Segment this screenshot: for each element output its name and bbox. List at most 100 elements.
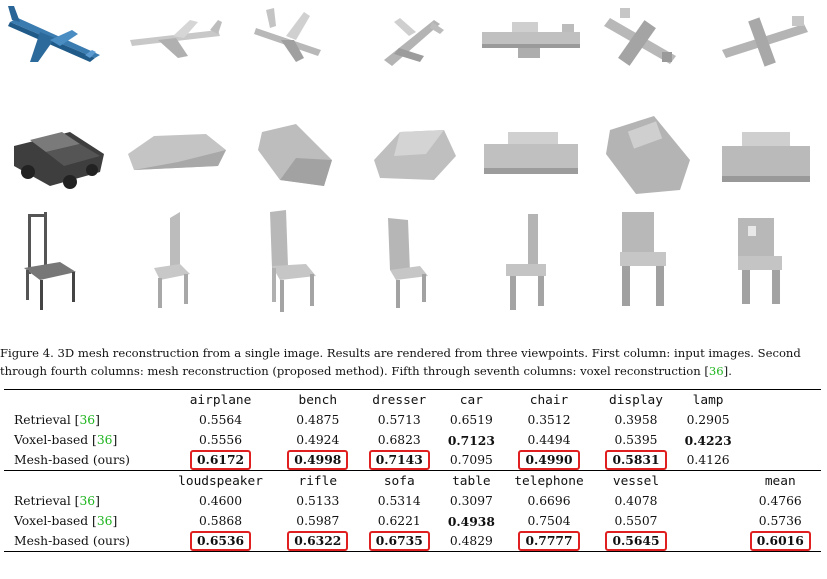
table-cell: 0.6735 bbox=[358, 531, 440, 552]
column-header: bench bbox=[277, 389, 359, 410]
table-cell: 0.5564 bbox=[199, 413, 243, 427]
table-cell: 0.4998 bbox=[277, 450, 359, 471]
input-image-chair bbox=[0, 208, 118, 320]
citation-link[interactable]: 36 bbox=[96, 433, 113, 447]
citation-link[interactable]: 36 bbox=[79, 494, 96, 508]
voxel-view-2-chair bbox=[590, 208, 708, 320]
column-header: dresser bbox=[358, 389, 440, 410]
table-cell bbox=[676, 531, 740, 552]
table-cell: 0.7777 bbox=[502, 531, 596, 552]
mesh-view-3-car bbox=[354, 110, 472, 210]
voxel-view-3-car bbox=[708, 110, 826, 210]
voxel-view-3-chair bbox=[708, 208, 826, 320]
table-cell: 0.5713 bbox=[377, 413, 421, 427]
mesh-view-1-car bbox=[118, 110, 236, 210]
caption-line-2: through fourth columns: mesh reconstruct… bbox=[0, 364, 732, 378]
table-cell: 0.5556 bbox=[199, 433, 243, 447]
column-header: sofa bbox=[383, 473, 415, 489]
voxel-view-1-airplane bbox=[472, 0, 590, 100]
table-cell: 0.6696 bbox=[527, 494, 571, 508]
table-row: Voxel-based [36] 0.5868 0.5987 0.6221 0.4938… bbox=[4, 511, 821, 531]
table-cell: 0.4938 bbox=[447, 513, 495, 529]
table-cell: 0.6519 bbox=[449, 413, 493, 427]
results-table: airplane bench dresser car chair display lamp R… bbox=[4, 389, 821, 552]
figure-caption: Figure 4. 3D mesh reconstruction from a … bbox=[0, 344, 827, 380]
voxel-view-2-car bbox=[590, 110, 708, 210]
voxel-view-1-car bbox=[472, 110, 590, 210]
voxel-view-2-airplane bbox=[590, 0, 708, 100]
voxel-view-3-airplane bbox=[708, 0, 826, 100]
column-header bbox=[4, 471, 164, 492]
table-cell: 0.4990 bbox=[502, 450, 596, 471]
table-cell: 0.7123 bbox=[447, 432, 495, 448]
row-label: Voxel-based [36] bbox=[14, 433, 118, 447]
table-cell bbox=[739, 430, 821, 450]
table-cell: 0.6823 bbox=[377, 433, 421, 447]
table-cell: 0.7504 bbox=[527, 514, 571, 528]
row-label: Retrieval [36] bbox=[14, 413, 100, 427]
table-cell: 0.5831 bbox=[595, 450, 677, 471]
row-label: Voxel-based [36] bbox=[14, 514, 118, 528]
table-cell: 0.5987 bbox=[296, 514, 340, 528]
citation-link[interactable]: 36 bbox=[708, 364, 724, 378]
mesh-view-2-chair bbox=[236, 208, 354, 320]
column-header bbox=[677, 471, 740, 492]
table-cell bbox=[677, 491, 740, 511]
table-cell: 0.5868 bbox=[199, 514, 243, 528]
table-cell: 0.5736 bbox=[758, 514, 802, 528]
input-image-airplane bbox=[0, 0, 118, 100]
table-cell: 0.5314 bbox=[377, 494, 421, 508]
table-cell: 0.6172 bbox=[164, 450, 278, 471]
citation-link[interactable]: 36 bbox=[96, 514, 113, 528]
table-cell: 0.3512 bbox=[527, 413, 571, 427]
table-header-row: loudspeaker rifle sofa table telephone vessel… bbox=[4, 471, 821, 492]
column-header bbox=[739, 389, 821, 410]
table-cell: 0.3958 bbox=[614, 413, 658, 427]
column-header: chair bbox=[502, 389, 596, 410]
column-header: vessel bbox=[612, 473, 660, 489]
table-cell: 0.4494 bbox=[527, 433, 571, 447]
mesh-view-2-airplane bbox=[236, 0, 354, 100]
mesh-view-3-chair bbox=[354, 208, 472, 320]
column-header: rifle bbox=[298, 473, 338, 489]
citation-link[interactable]: 36 bbox=[79, 413, 96, 427]
row-label: Mesh-based (ours) bbox=[4, 450, 164, 471]
column-header bbox=[4, 389, 164, 410]
input-image-car bbox=[0, 110, 118, 210]
table-cell: 0.4924 bbox=[296, 433, 340, 447]
table-cell: 0.6221 bbox=[377, 514, 421, 528]
table-row: Voxel-based [36] 0.5556 0.4924 0.6823 0.7123… bbox=[4, 430, 821, 450]
table-row: Mesh-based (ours) 0.6536 0.6322 0.6735 0.482… bbox=[4, 531, 821, 552]
table-row: Retrieval [36] 0.5564 0.4875 0.5713 0.6519 0.… bbox=[4, 410, 821, 430]
table-cell: 0.5133 bbox=[296, 494, 340, 508]
table-cell bbox=[739, 450, 821, 471]
table-cell: 0.4223 bbox=[684, 432, 732, 448]
table-cell: 0.4126 bbox=[676, 450, 740, 471]
table-row: Mesh-based (ours) 0.6172 0.4998 0.7143 0.709… bbox=[4, 450, 821, 471]
mesh-view-2-car bbox=[236, 110, 354, 210]
table-cell: 0.2905 bbox=[686, 413, 730, 427]
caption-line-1: Figure 4. 3D mesh reconstruction from a … bbox=[0, 346, 801, 360]
table-cell: 0.6322 bbox=[277, 531, 359, 552]
column-header: mean bbox=[764, 473, 796, 489]
table-cell: 0.4600 bbox=[199, 494, 243, 508]
table-cell: 0.6016 bbox=[739, 531, 821, 552]
table-cell: 0.4875 bbox=[296, 413, 340, 427]
column-header: car bbox=[439, 389, 503, 410]
table-cell: 0.6536 bbox=[164, 531, 278, 552]
table-cell: 0.4829 bbox=[439, 531, 503, 552]
mesh-view-1-airplane bbox=[118, 0, 236, 100]
table-header-row: airplane bench dresser car chair display lamp bbox=[4, 389, 821, 410]
table-cell: 0.7095 bbox=[439, 450, 503, 471]
table-cell: 0.4766 bbox=[758, 494, 802, 508]
mesh-view-3-airplane bbox=[354, 0, 472, 100]
column-header: airplane bbox=[164, 389, 278, 410]
table-cell: 0.3097 bbox=[449, 494, 493, 508]
column-header: loudspeaker bbox=[178, 473, 263, 489]
column-header: lamp bbox=[676, 389, 740, 410]
column-header: table bbox=[452, 473, 491, 489]
table-cell: 0.5645 bbox=[595, 531, 677, 552]
row-label: Retrieval [36] bbox=[14, 494, 100, 508]
table-row: Retrieval [36] 0.4600 0.5133 0.5314 0.3097 0.… bbox=[4, 491, 821, 511]
table-cell bbox=[677, 511, 740, 531]
